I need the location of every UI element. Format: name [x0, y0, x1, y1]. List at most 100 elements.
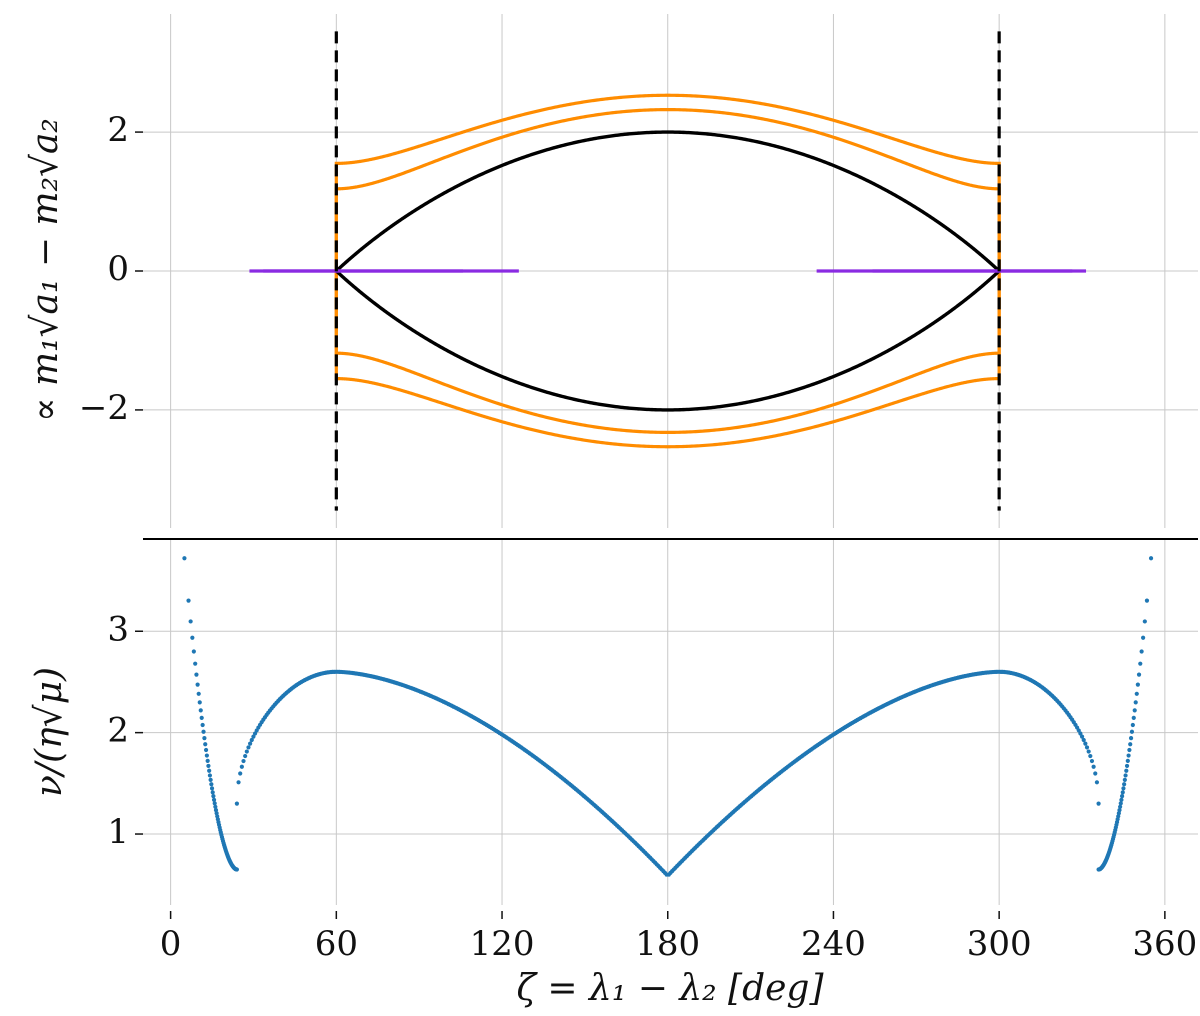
frequency-point [203, 742, 208, 747]
frequency-point [1124, 763, 1130, 769]
frequency-point [1148, 556, 1154, 561]
frequency-point [200, 722, 205, 728]
frequency-point [197, 700, 202, 705]
frequency-point [205, 758, 210, 763]
frequency-point [202, 736, 207, 741]
top-y-ticks: −2 0 2 [79, 110, 143, 428]
frequency-point [1084, 745, 1090, 750]
frequency-point [1091, 764, 1096, 769]
frequency-point [1116, 811, 1121, 816]
frequency-point [209, 782, 214, 787]
circulating-contour [334, 107, 1001, 435]
frequency-point [1093, 771, 1098, 776]
frequency-point [1128, 742, 1133, 747]
frequency-point [204, 753, 209, 758]
frequency-point [193, 661, 198, 666]
frequency-point [207, 768, 212, 773]
frequency-point [1081, 737, 1086, 743]
top-phase-portrait-panel: −2 0 2 ∝ m₁√a₁ − m₂√a₂ [25, 14, 1198, 528]
frequency-point [206, 763, 211, 769]
x-tick-label: 120 [470, 924, 535, 964]
frequency-point [213, 807, 219, 813]
frequency-point [201, 729, 206, 734]
frequency-point [1142, 619, 1147, 624]
frequency-point [196, 691, 201, 696]
frequency-point [1078, 731, 1083, 736]
frequency-point [1118, 801, 1123, 806]
x-tick-label: 240 [801, 924, 866, 964]
frequency-point [238, 771, 243, 776]
top-y-axis-label: ∝ m₁√a₁ − m₂√a₂ [25, 118, 66, 422]
top-y-tick-label: −2 [79, 388, 129, 428]
bottom-y-ticks: 1 2 3 [107, 609, 143, 852]
frequency-point [1128, 736, 1134, 741]
frequency-point [1138, 661, 1143, 666]
bottom-frequency-panel: 1 2 3 0 60 120 180 240 300 360 ν/(η√μ) ζ = λ₁ − … [29, 540, 1198, 1009]
bottom-y-tick-label: 1 [107, 812, 129, 852]
frequency-point [1117, 807, 1122, 813]
frequency-point [1123, 773, 1128, 778]
frequency-point [188, 619, 193, 624]
frequency-point [1094, 780, 1100, 785]
x-ticks: 0 60 120 180 240 300 360 [160, 911, 1197, 964]
frequency-point [1088, 753, 1093, 759]
x-tick-label: 300 [967, 924, 1032, 964]
frequency-point [1119, 797, 1124, 802]
frequency-point [236, 780, 241, 785]
frequency-point [186, 598, 191, 603]
frequency-point [1139, 649, 1144, 654]
frequency-point [1118, 804, 1123, 809]
bottom-y-tick-label: 3 [107, 609, 129, 649]
frequency-point [1124, 768, 1129, 773]
frequency-point [1130, 722, 1135, 728]
frequency-point [208, 777, 213, 783]
frequency-point [1127, 747, 1132, 753]
frequency-point [1122, 782, 1127, 787]
frequency-point [244, 749, 249, 754]
frequency-point [198, 708, 203, 713]
x-axis-label: ζ = λ₁ − λ₂ [deg] [516, 968, 824, 1009]
frequency-point [1120, 790, 1125, 795]
frequency-point [1086, 749, 1091, 754]
bottom-y-tick-label: 2 [107, 711, 129, 751]
frequency-point [1134, 691, 1139, 696]
frequency-point [1132, 708, 1137, 713]
frequency-point [1122, 777, 1127, 783]
frequency-point [239, 764, 244, 769]
frequency-point [191, 649, 196, 654]
frequency-point [1135, 682, 1140, 687]
top-dashed-lines [334, 31, 1001, 511]
frequency-point [1136, 672, 1142, 677]
frequency-point [207, 773, 213, 778]
frequency-point [1089, 758, 1095, 764]
frequency-point [1096, 801, 1101, 806]
top-y-axis-label-text: ∝ m₁√a₁ − m₂√a₂ [25, 118, 66, 422]
frequency-point [213, 804, 218, 809]
x-tick-label: 0 [160, 924, 182, 964]
frequency-point [190, 635, 195, 640]
x-tick-label: 180 [635, 924, 700, 964]
frequency-point [234, 867, 239, 872]
bottom-scatter-points [182, 556, 1154, 877]
frequency-point [209, 786, 215, 791]
frequency-point [248, 741, 253, 746]
top-y-tick-label: 0 [107, 249, 129, 289]
frequency-point [211, 797, 217, 802]
top-y-tick-label: 2 [107, 110, 129, 150]
frequency-point [1144, 598, 1150, 603]
frequency-point [212, 801, 217, 806]
frequency-point [246, 745, 251, 750]
frequency-point [249, 737, 254, 743]
frequency-point [251, 734, 256, 739]
bottom-y-axis-label-text: ν/(η√μ) [29, 667, 70, 797]
frequency-point [1079, 734, 1085, 739]
frequency-point [1083, 741, 1088, 746]
frequency-point [199, 715, 204, 721]
frequency-point [243, 753, 248, 759]
frequency-point [182, 556, 187, 561]
frequency-point [234, 801, 239, 806]
frequency-point [211, 794, 216, 799]
frequency-point [1121, 786, 1126, 791]
frequency-point [203, 747, 209, 753]
